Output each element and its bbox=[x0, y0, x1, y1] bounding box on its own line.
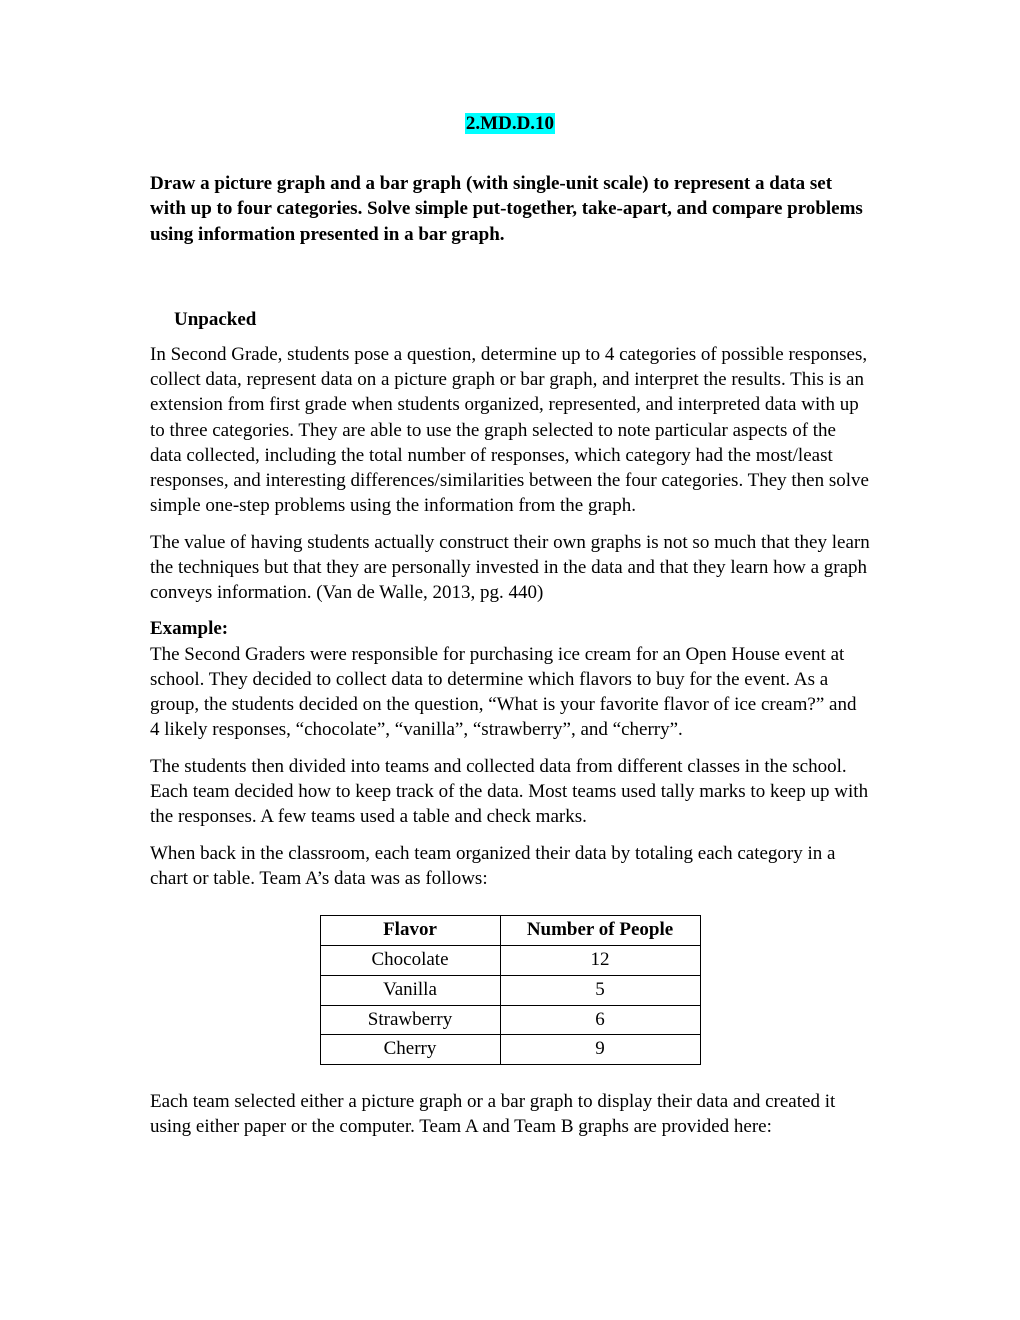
table-header-flavor: Flavor bbox=[320, 916, 500, 946]
standard-description: Draw a picture graph and a bar graph (wi… bbox=[150, 171, 870, 248]
standard-code: 2.MD.D.10 bbox=[465, 113, 555, 134]
table-cell-count: 12 bbox=[500, 946, 700, 976]
table-row: Chocolate 12 bbox=[320, 946, 700, 976]
table-cell-flavor: Strawberry bbox=[320, 1005, 500, 1035]
table-row: Strawberry 6 bbox=[320, 1005, 700, 1035]
table-row: Vanilla 5 bbox=[320, 975, 700, 1005]
unpacked-heading: Unpacked bbox=[174, 308, 870, 333]
table-header-row: Flavor Number of People bbox=[320, 916, 700, 946]
table-cell-flavor: Vanilla bbox=[320, 975, 500, 1005]
flavor-data-table: Flavor Number of People Chocolate 12 Van… bbox=[320, 915, 701, 1064]
table-cell-flavor: Chocolate bbox=[320, 946, 500, 976]
closing-paragraph: Each team selected either a picture grap… bbox=[150, 1089, 870, 1139]
example-paragraph-1: The Second Graders were responsible for … bbox=[150, 642, 870, 742]
example-paragraph-2: The students then divided into teams and… bbox=[150, 754, 870, 829]
unpacked-paragraph-1: In Second Grade, students pose a questio… bbox=[150, 342, 870, 518]
table-cell-flavor: Cherry bbox=[320, 1035, 500, 1065]
standard-code-container: 2.MD.D.10 bbox=[150, 112, 870, 137]
table-cell-count: 5 bbox=[500, 975, 700, 1005]
table-cell-count: 9 bbox=[500, 1035, 700, 1065]
example-paragraph-3: When back in the classroom, each team or… bbox=[150, 841, 870, 891]
table-cell-count: 6 bbox=[500, 1005, 700, 1035]
example-label: Example: bbox=[150, 617, 870, 642]
table-row: Cherry 9 bbox=[320, 1035, 700, 1065]
unpacked-paragraph-2: The value of having students actually co… bbox=[150, 530, 870, 605]
table-header-count: Number of People bbox=[500, 916, 700, 946]
